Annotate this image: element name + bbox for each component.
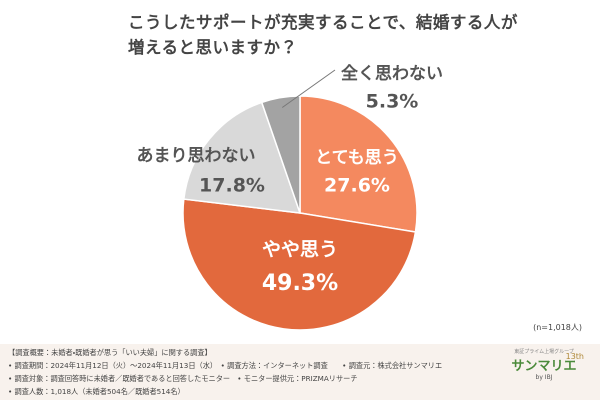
slice-label: とても思う xyxy=(315,148,399,168)
logo-tagline: 東証プライム上場グループ xyxy=(514,349,574,355)
logo-name: サンマリエ xyxy=(511,359,577,374)
pie-slice xyxy=(182,198,417,331)
chart-title: こうしたサポートが充実することで、結婚する人が 増えると思いますか？ xyxy=(128,13,518,57)
footer: 【調査概要：未婚者・既婚者が思う「いい夫婦」に関する調査】 • 調査期間：202… xyxy=(0,344,600,400)
footer-line: • 調査対象：調査回答時に未婚者／既婚者であると回答したモニター • モニター提… xyxy=(8,374,358,383)
sample-size: (n=1,018人) xyxy=(533,323,582,332)
leader-line xyxy=(281,69,336,108)
slice-label: やや思う xyxy=(262,239,338,261)
pie-slice xyxy=(299,95,418,233)
logo: 東証プライム上場グループ サンマリエ by IBJ 13th xyxy=(504,348,584,396)
slice-value: 27.6% xyxy=(324,175,390,197)
footer-line: • 調査期間：2024年11月12日（火）～2024年11月13日（水） • 調… xyxy=(8,361,443,370)
slice-value: 17.8% xyxy=(199,175,265,197)
logo-anniversary: 13th xyxy=(565,352,584,361)
slice-value: 49.3% xyxy=(262,271,338,296)
slice-value: 5.3% xyxy=(366,91,419,113)
slice-label: 全く思わない xyxy=(341,63,443,84)
pie-slice xyxy=(260,95,301,214)
footer-line: • 調査人数：1,018人（未婚者504名／既婚者514名） xyxy=(8,387,185,396)
slice-label: あまり思わない xyxy=(137,146,256,166)
logo-by: by IBJ xyxy=(535,374,553,381)
footer-line: 【調査概要：未婚者・既婚者が思う「いい夫婦」に関する調査】 xyxy=(8,348,212,357)
